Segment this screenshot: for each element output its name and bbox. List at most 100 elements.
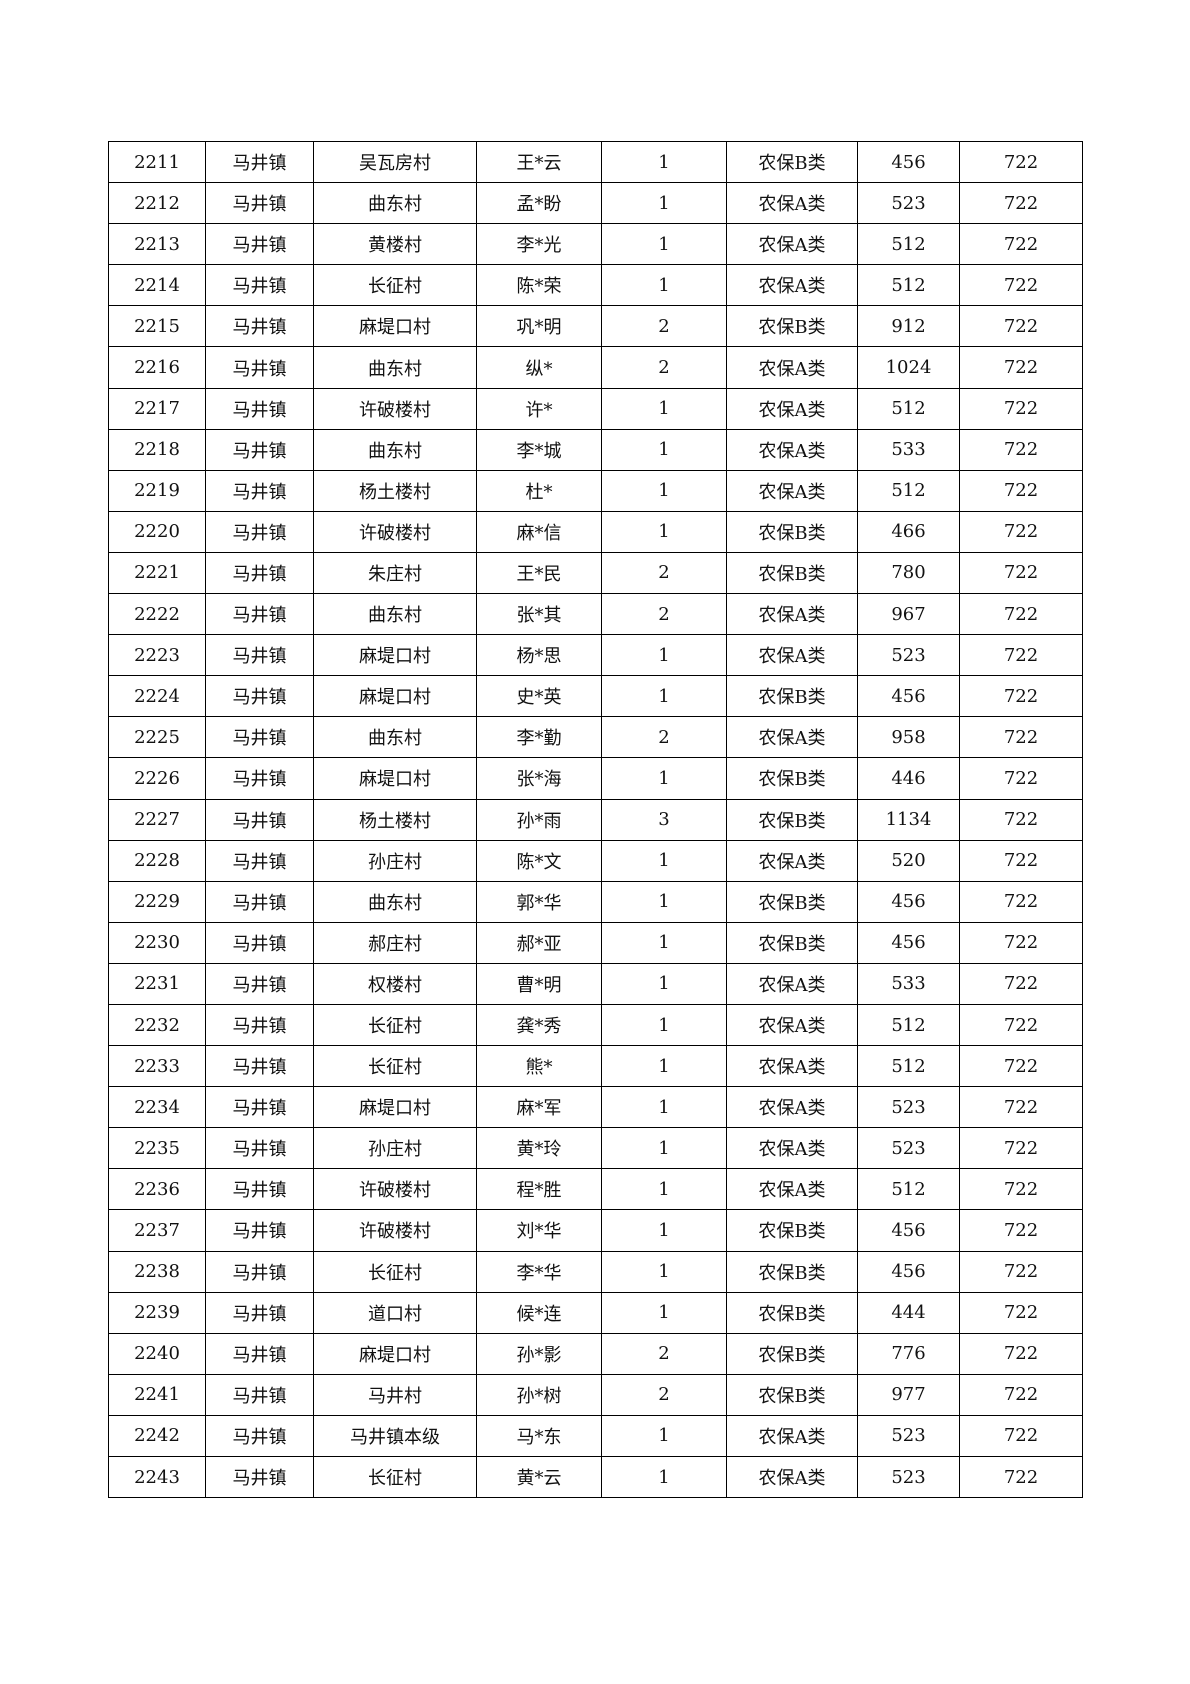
cell-row-number: 2228 (108, 839, 206, 882)
cell-town: 马井镇 (205, 182, 314, 225)
cell-town: 马井镇 (205, 510, 314, 553)
cell-village: 杨土楼村 (313, 469, 477, 512)
cell-row-number: 2226 (108, 757, 206, 800)
cell-row-number: 2235 (108, 1127, 206, 1170)
cell-village: 马井镇本级 (313, 1414, 477, 1458)
cell-town: 马井镇 (205, 469, 314, 512)
cell-household-size: 1 (601, 839, 727, 882)
cell-standard: 722 (959, 675, 1083, 718)
cell-village: 长征村 (313, 1250, 477, 1293)
cell-name: 孙*树 (476, 1373, 602, 1416)
cell-town: 马井镇 (205, 962, 314, 1005)
cell-insurance-type: 农保B类 (726, 798, 858, 841)
cell-amount: 446 (857, 757, 960, 800)
cell-insurance-type: 农保A类 (726, 387, 858, 430)
cell-name: 麻*军 (476, 1086, 602, 1129)
table-row: 2223 马井镇 麻堤口村 杨*思 1 农保A类 523 722 (108, 634, 1083, 677)
cell-standard: 722 (959, 305, 1083, 348)
cell-village: 曲东村 (313, 182, 477, 225)
cell-name: 李*勤 (476, 716, 602, 759)
cell-household-size: 1 (601, 1003, 727, 1047)
cell-household-size: 1 (601, 1127, 727, 1170)
cell-insurance-type: 农保A类 (726, 469, 858, 512)
cell-town: 马井镇 (205, 593, 314, 636)
cell-row-number: 2236 (108, 1168, 206, 1211)
cell-standard: 722 (959, 1332, 1083, 1375)
cell-amount: 512 (857, 223, 960, 266)
cell-name: 孟*盼 (476, 182, 602, 225)
cell-insurance-type: 农保B类 (726, 675, 858, 718)
cell-standard: 722 (959, 593, 1083, 636)
cell-insurance-type: 农保A类 (726, 1003, 858, 1047)
table-row: 2211 马井镇 吴瓦房村 王*云 1 农保B类 456 722 (108, 140, 1083, 184)
cell-insurance-type: 农保A类 (726, 1168, 858, 1211)
cell-standard: 722 (959, 1291, 1083, 1334)
table-row: 2218 马井镇 曲东村 李*城 1 农保A类 533 722 (108, 428, 1083, 471)
cell-town: 马井镇 (205, 223, 314, 266)
cell-insurance-type: 农保A类 (726, 962, 858, 1005)
cell-household-size: 2 (601, 716, 727, 759)
table-row: 2227 马井镇 杨土楼村 孙*雨 3 农保B类 1134 722 (108, 798, 1083, 841)
cell-standard: 722 (959, 1373, 1083, 1416)
cell-amount: 456 (857, 675, 960, 718)
cell-insurance-type: 农保B类 (726, 510, 858, 553)
table-row: 2217 马井镇 许破楼村 许* 1 农保A类 512 722 (108, 387, 1083, 430)
cell-standard: 722 (959, 469, 1083, 512)
table-row: 2235 马井镇 孙庄村 黄*玲 1 农保A类 523 722 (108, 1127, 1083, 1170)
cell-village: 曲东村 (313, 346, 477, 389)
cell-row-number: 2233 (108, 1045, 206, 1088)
table-row: 2234 马井镇 麻堤口村 麻*军 1 农保A类 523 722 (108, 1086, 1083, 1129)
cell-standard: 722 (959, 634, 1083, 677)
cell-village: 曲东村 (313, 593, 477, 636)
cell-name: 龚*秀 (476, 1003, 602, 1047)
cell-village: 权楼村 (313, 962, 477, 1005)
cell-standard: 722 (959, 1045, 1083, 1088)
table-row: 2219 马井镇 杨土楼村 杜* 1 农保A类 512 722 (108, 469, 1083, 512)
table-row: 2222 马井镇 曲东村 张*其 2 农保A类 967 722 (108, 593, 1083, 636)
cell-row-number: 2215 (108, 305, 206, 348)
cell-name: 郝*亚 (476, 921, 602, 964)
cell-row-number: 2224 (108, 675, 206, 718)
cell-amount: 466 (857, 510, 960, 553)
cell-household-size: 1 (601, 1045, 727, 1088)
cell-town: 马井镇 (205, 264, 314, 307)
table-row: 2214 马井镇 长征村 陈*荣 1 农保A类 512 722 (108, 264, 1083, 307)
cell-town: 马井镇 (205, 1086, 314, 1129)
cell-town: 马井镇 (205, 1168, 314, 1211)
cell-town: 马井镇 (205, 140, 314, 184)
cell-town: 马井镇 (205, 1209, 314, 1252)
cell-insurance-type: 农保B类 (726, 1250, 858, 1293)
cell-standard: 722 (959, 510, 1083, 553)
cell-amount: 456 (857, 880, 960, 923)
cell-standard: 722 (959, 1086, 1083, 1129)
cell-household-size: 2 (601, 305, 727, 348)
cell-row-number: 2212 (108, 182, 206, 225)
cell-town: 马井镇 (205, 1003, 314, 1047)
cell-name: 马*东 (476, 1414, 602, 1458)
cell-village: 马井村 (313, 1373, 477, 1416)
cell-town: 马井镇 (205, 1045, 314, 1088)
cell-amount: 456 (857, 921, 960, 964)
table-row: 2228 马井镇 孙庄村 陈*文 1 农保A类 520 722 (108, 839, 1083, 882)
cell-household-size: 1 (601, 921, 727, 964)
cell-amount: 523 (857, 1127, 960, 1170)
cell-town: 马井镇 (205, 1291, 314, 1334)
cell-village: 长征村 (313, 1003, 477, 1047)
cell-household-size: 1 (601, 182, 727, 225)
cell-row-number: 2241 (108, 1373, 206, 1416)
cell-town: 马井镇 (205, 346, 314, 389)
cell-name: 李*城 (476, 428, 602, 471)
cell-village: 曲东村 (313, 716, 477, 759)
cell-town: 马井镇 (205, 839, 314, 882)
cell-village: 道口村 (313, 1291, 477, 1334)
cell-village: 孙庄村 (313, 1127, 477, 1170)
cell-village: 曲东村 (313, 880, 477, 923)
table-row: 2229 马井镇 曲东村 郭*华 1 农保B类 456 722 (108, 880, 1083, 923)
cell-amount: 523 (857, 1414, 960, 1458)
cell-name: 黄*云 (476, 1455, 602, 1499)
table-row: 2242 马井镇 马井镇本级 马*东 1 农保A类 523 722 (108, 1414, 1083, 1458)
cell-town: 马井镇 (205, 1414, 314, 1458)
cell-amount: 523 (857, 182, 960, 225)
cell-standard: 722 (959, 880, 1083, 923)
cell-name: 李*光 (476, 223, 602, 266)
